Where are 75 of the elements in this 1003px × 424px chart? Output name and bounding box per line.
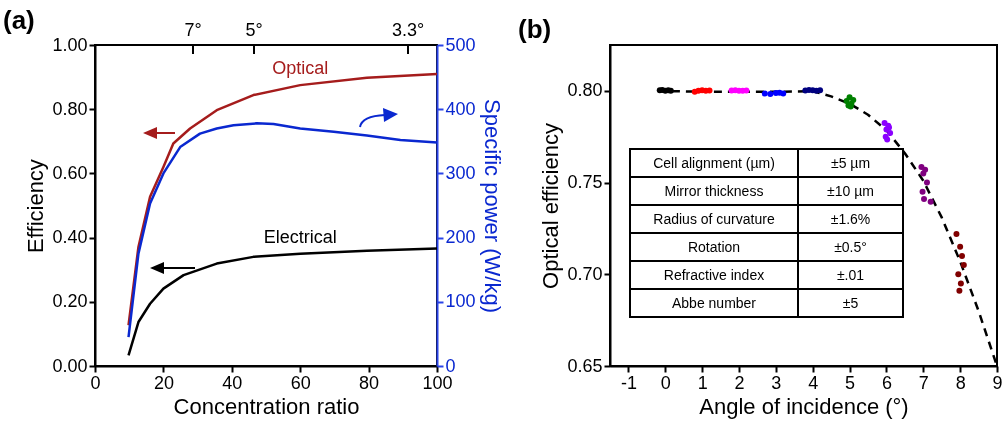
chart-title: (b) xyxy=(518,14,552,44)
y2-tick-label: 500 xyxy=(445,34,476,55)
annotation: ±5 µm xyxy=(798,149,903,177)
point xyxy=(743,87,750,94)
text: 7° xyxy=(184,20,202,40)
x-tick-label: 1 xyxy=(697,372,708,393)
y-tick-label: 0.80 xyxy=(52,98,88,119)
x-tick-label: 60 xyxy=(290,372,311,393)
x-tick-label: 6 xyxy=(881,372,892,393)
x-tick-label: 3 xyxy=(771,372,782,393)
y-axis-title: Optical efficiency xyxy=(538,123,564,289)
y-tick-label: 0.80 xyxy=(567,80,603,101)
y-tick-label: 0.65 xyxy=(567,355,603,376)
annotation: Abbe number xyxy=(630,289,798,317)
x-axis-title: Concentration ratio xyxy=(173,393,360,419)
point xyxy=(780,90,787,97)
y2-tick-label: 300 xyxy=(445,162,476,183)
series-label: Electrical xyxy=(263,226,337,247)
point xyxy=(923,179,930,186)
point xyxy=(761,90,768,97)
point xyxy=(957,243,964,250)
y-tick-label: 0.00 xyxy=(52,355,88,376)
point xyxy=(706,87,713,94)
x-tick-label: 40 xyxy=(222,372,243,393)
y-tick-label: 0.20 xyxy=(52,291,88,312)
point xyxy=(921,196,928,203)
point xyxy=(953,230,960,237)
y2-axis-title: Specific power (W/kg) xyxy=(479,99,505,313)
point xyxy=(887,130,894,137)
x-tick-label: 8 xyxy=(955,372,966,393)
annotation: Rotation xyxy=(630,233,798,261)
y2-tick-label: 400 xyxy=(445,98,476,119)
point xyxy=(922,166,929,173)
point xyxy=(919,188,926,195)
y-tick-label: 1.00 xyxy=(52,34,88,55)
point xyxy=(956,287,963,294)
point xyxy=(767,90,774,97)
point xyxy=(958,252,965,259)
x-tick-label: 2 xyxy=(734,372,745,393)
x-tick-label: 4 xyxy=(808,372,819,393)
x-tick-label: 20 xyxy=(153,372,174,393)
annotation: Refractive index xyxy=(630,261,798,289)
annotation: ±10 µm xyxy=(798,177,903,205)
annotation: ±5 xyxy=(798,289,903,317)
point xyxy=(927,198,934,205)
annotation: Cell alignment (µm) xyxy=(630,149,798,177)
y2-tick-label: 200 xyxy=(445,227,476,248)
y-axis-title: Efficiency xyxy=(23,159,49,253)
text: 3.3° xyxy=(391,20,425,40)
chart-title: (a) xyxy=(3,5,35,35)
x-tick-label: 0 xyxy=(660,372,671,393)
y-tick-label: 0.40 xyxy=(52,227,88,248)
point xyxy=(960,262,967,269)
point xyxy=(817,87,824,94)
x-tick-label: 5 xyxy=(845,372,856,393)
annotation: Radius of curvature xyxy=(630,205,798,233)
x-tick-label: 0 xyxy=(90,372,101,393)
x-tick-label: -1 xyxy=(620,372,637,393)
x-tick-label: 7 xyxy=(918,372,929,393)
point xyxy=(957,280,964,287)
y-tick-label: 0.70 xyxy=(567,263,603,284)
y2-tick-label: 100 xyxy=(445,291,476,312)
x-axis-title: Angle of incidence (°) xyxy=(699,393,909,419)
x-tick-label: 80 xyxy=(359,372,380,393)
annotation: ±0.5° xyxy=(798,233,903,261)
annotation: ±.01 xyxy=(798,261,903,289)
text: 5° xyxy=(245,20,263,40)
x-tick-label: 9 xyxy=(992,372,1003,393)
annotation: ±1.6% xyxy=(798,205,903,233)
y-tick-label: 0.60 xyxy=(52,162,88,183)
y-tick-label: 0.75 xyxy=(567,172,603,193)
annotation: Mirror thickness xyxy=(630,177,798,205)
series-label: Optical xyxy=(272,58,329,79)
line-series xyxy=(127,122,439,339)
point xyxy=(955,271,962,278)
